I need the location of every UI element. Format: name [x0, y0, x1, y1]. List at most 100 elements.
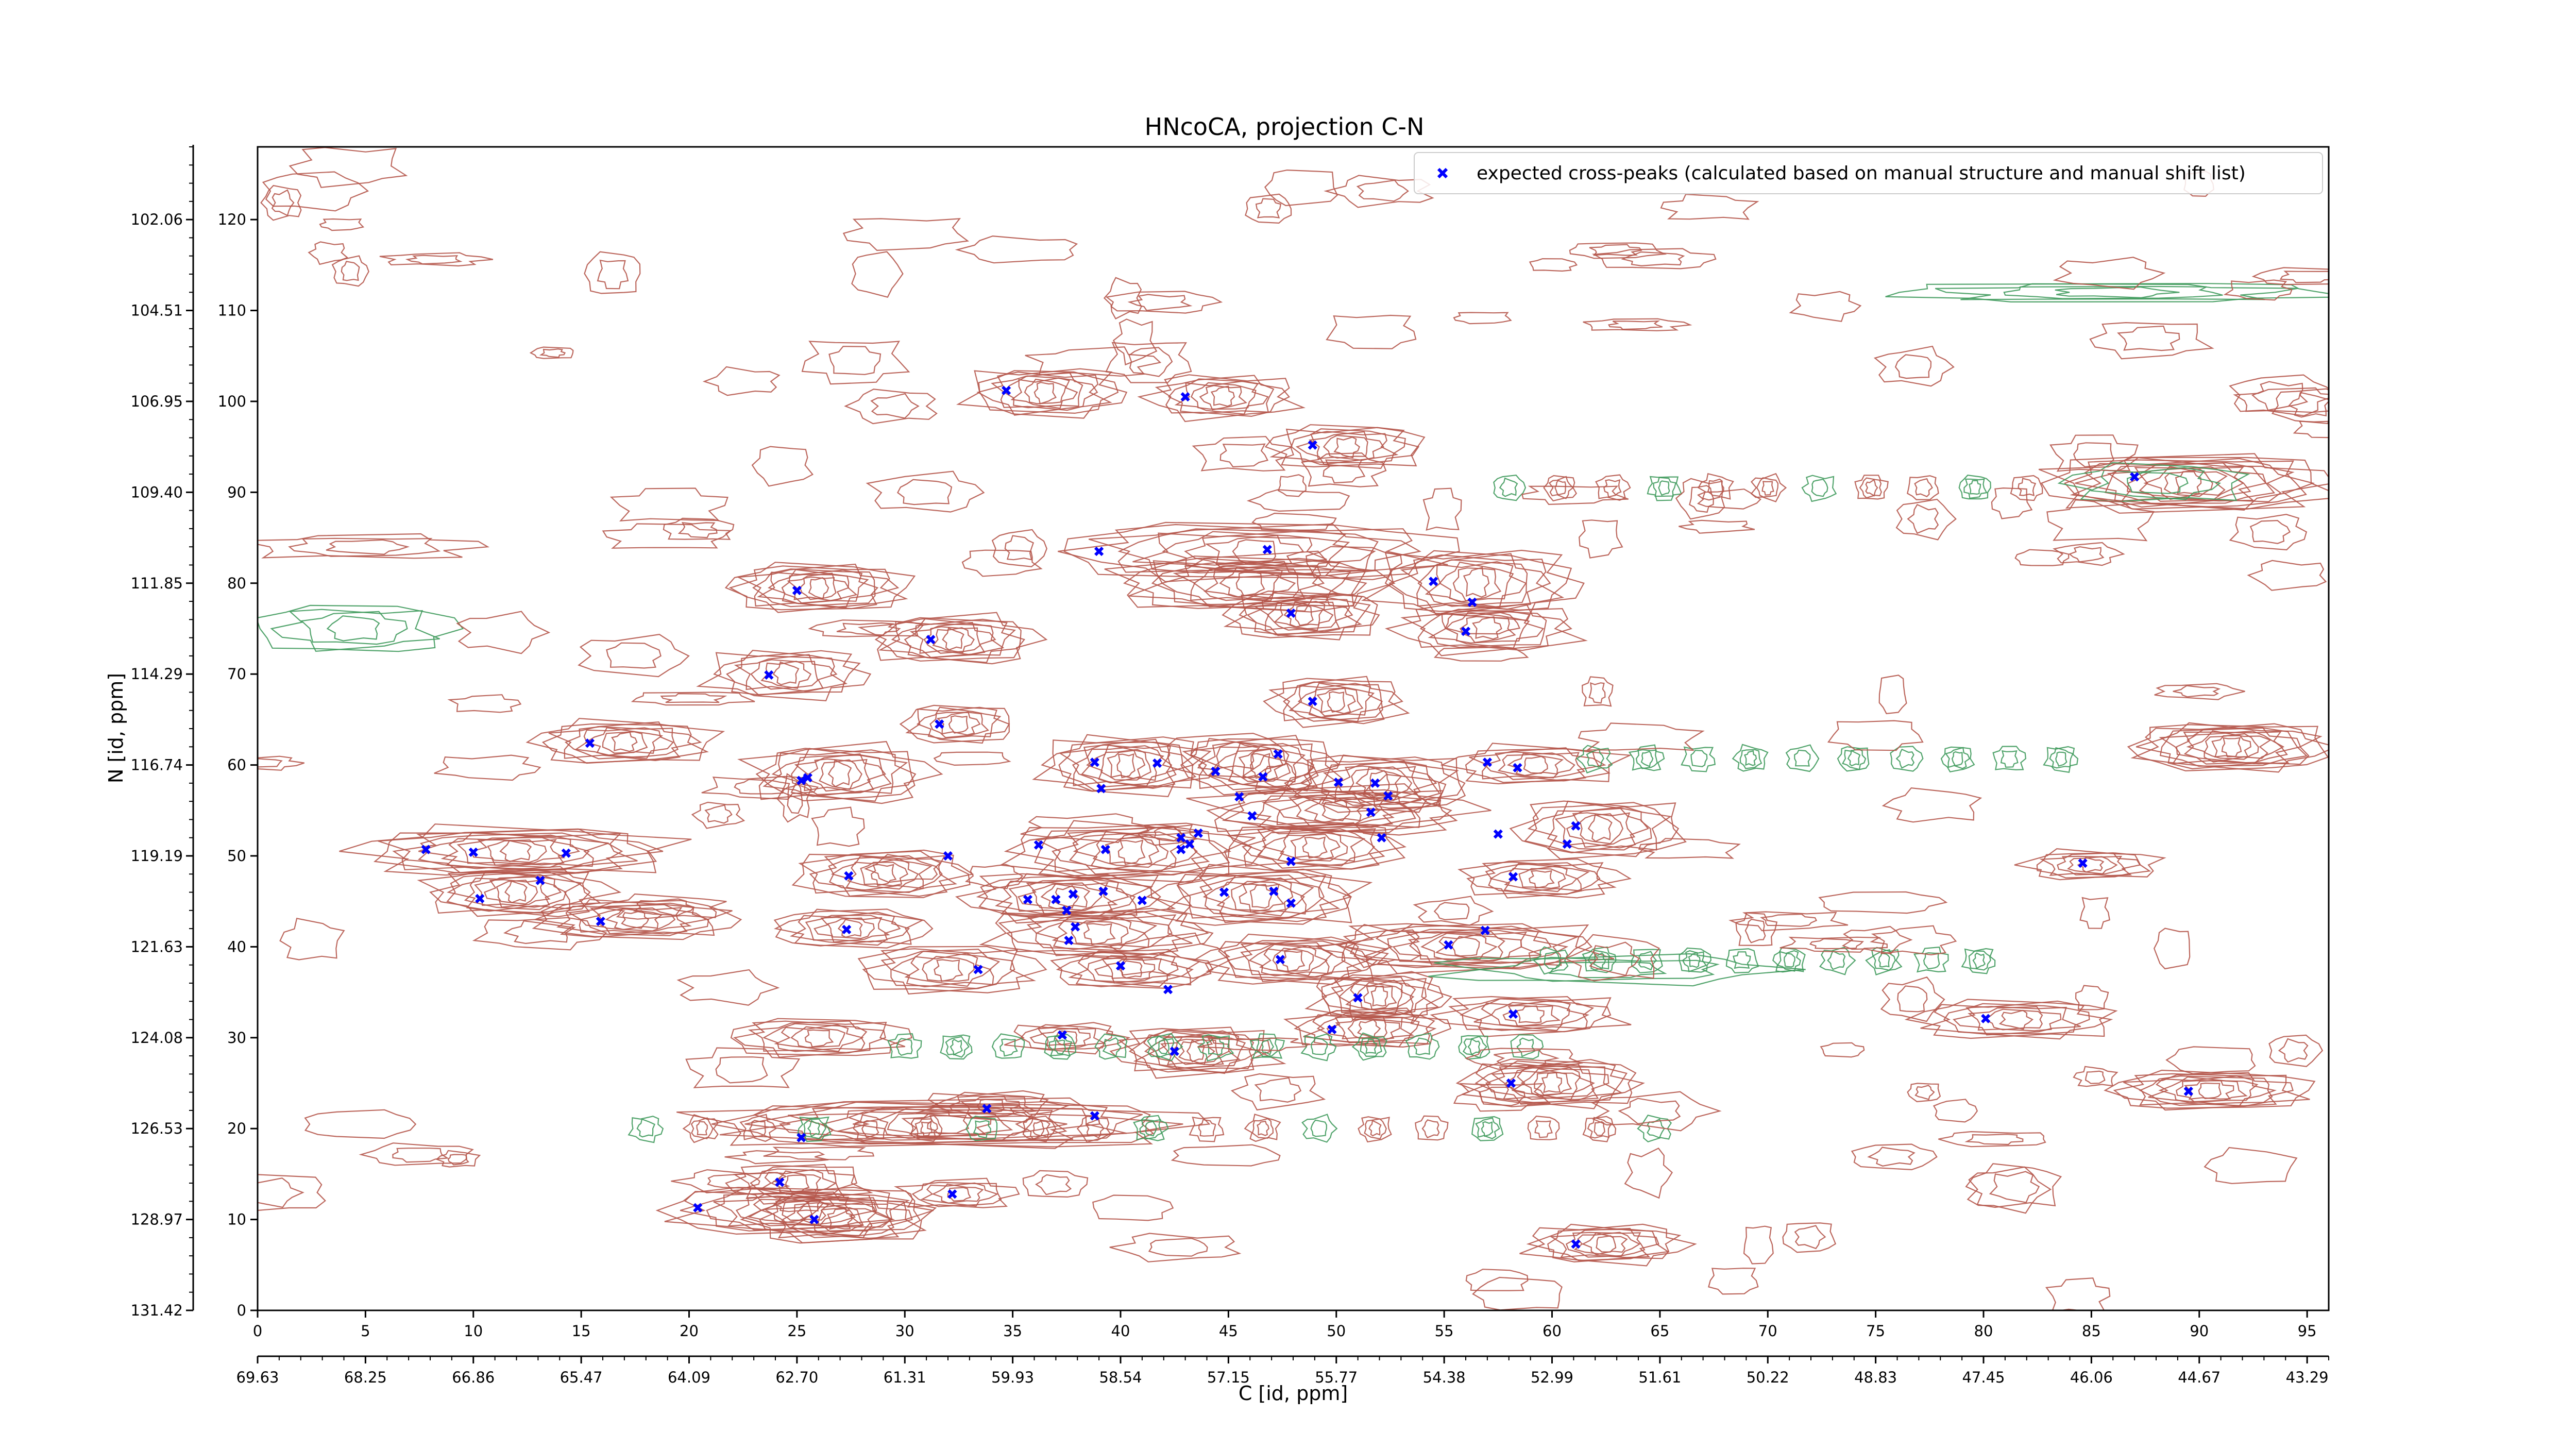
- contour-line: [1024, 378, 1066, 405]
- contour-line: [1017, 882, 1118, 915]
- contour-line: [1278, 796, 1395, 827]
- contour-line: [539, 348, 566, 358]
- expected-peak-marker: [1286, 856, 1296, 866]
- x-ppm-tick-label: 55.77: [1315, 1369, 1358, 1386]
- contour-line: [1413, 1037, 1431, 1055]
- contour-line: [895, 1038, 913, 1056]
- contour-line: [1145, 1121, 1157, 1137]
- contour-line: [750, 1168, 840, 1199]
- contour-line: [258, 604, 464, 652]
- expected-peak-marker: [1176, 845, 1186, 854]
- y-tick-label: 120: [218, 211, 246, 228]
- x-ppm-tick-label: 68.25: [344, 1369, 387, 1386]
- contour-line: [1772, 947, 1806, 973]
- contour-line: [1618, 1098, 1681, 1124]
- contour-line: [1914, 1085, 1935, 1100]
- contour-line: [739, 1114, 777, 1142]
- contour-line: [1148, 1238, 1208, 1257]
- contour-line: [1421, 1119, 1440, 1139]
- contour-line: [405, 255, 463, 265]
- x-ppm-tick-label: 62.70: [775, 1369, 818, 1386]
- contour-line: [1300, 1033, 1337, 1062]
- contour-line: [804, 1029, 834, 1048]
- contour-line: [861, 1120, 879, 1138]
- contour-line: [1967, 1166, 2052, 1214]
- contour-line: [1565, 1232, 1646, 1258]
- contour-line: [874, 617, 1022, 662]
- contour-line: [1294, 605, 1314, 626]
- contour-line: [2127, 724, 2329, 772]
- contour-line: [1873, 345, 1955, 387]
- expected-peak-marker: [1115, 961, 1126, 971]
- contour-line: [1756, 477, 1779, 498]
- contour-line: [655, 1187, 921, 1235]
- contour-line: [1004, 535, 1035, 561]
- contour-line: [1547, 1228, 1670, 1261]
- contour-line: [2268, 1034, 2324, 1067]
- contour-line: [808, 577, 829, 600]
- contour-line: [602, 523, 732, 549]
- contour-line: [1818, 891, 1948, 914]
- contour-line: [1290, 833, 1341, 860]
- contour-line: [2143, 466, 2228, 500]
- contour-line: [1040, 883, 1091, 909]
- contour-line: [1637, 1115, 1672, 1143]
- contour-line: [1589, 941, 1640, 976]
- contour-line: [1489, 863, 1590, 894]
- contour-line: [2158, 1076, 2259, 1104]
- contour-line: [2204, 1147, 2298, 1184]
- y-ppm-tick-label: 131.42: [131, 1302, 183, 1319]
- contour-line: [1509, 800, 1687, 860]
- contour-line: [1199, 874, 1325, 919]
- contour-line: [2045, 1277, 2111, 1310]
- contour-line: [636, 1118, 656, 1138]
- contour-line: [1071, 920, 1129, 945]
- x-tick-label: 35: [1003, 1322, 1022, 1340]
- contour-line: [1516, 1037, 1536, 1057]
- expected-peak-marker: [1057, 1030, 1067, 1040]
- contour-line: [1246, 489, 1350, 512]
- y-tick-label: 60: [227, 756, 246, 774]
- contour-line: [1963, 478, 1988, 499]
- contour-line: [1118, 960, 1143, 979]
- x-ppm-tick-label: 46.06: [2070, 1369, 2113, 1386]
- contour-line: [1433, 902, 1470, 921]
- contour-line: [258, 755, 305, 771]
- contour-line: [1519, 1223, 1697, 1267]
- contour-line: [660, 693, 727, 703]
- expected-peak-marker: [561, 848, 571, 858]
- contour-line: [2247, 560, 2327, 591]
- contour-line: [828, 346, 882, 375]
- y-tick-label: 70: [227, 665, 246, 683]
- contour-line: [1206, 788, 1458, 835]
- contour-line: [890, 950, 1001, 988]
- contour-line: [711, 1101, 1155, 1147]
- contour-line: [1591, 248, 1717, 269]
- contour-line: [1541, 1072, 1562, 1093]
- contour-line: [1471, 616, 1502, 640]
- expected-peak-marker: [1163, 985, 1173, 995]
- contour-line: [1453, 312, 1512, 325]
- contour-line: [920, 1121, 933, 1137]
- contour-line: [929, 712, 989, 738]
- contour-line: [2279, 271, 2329, 283]
- contour-line: [578, 634, 690, 678]
- y-ppm-tick-label: 128.97: [131, 1211, 183, 1228]
- contour-line: [1697, 488, 1761, 510]
- expected-peak-marker: [1366, 807, 1376, 817]
- contour-line: [1242, 827, 1385, 869]
- y-ppm-tick-label: 126.53: [131, 1120, 183, 1137]
- contour-line: [789, 912, 910, 946]
- expected-peak-marker: [796, 776, 806, 785]
- expected-peak-marker: [1370, 778, 1380, 788]
- contour-line: [2049, 747, 2074, 769]
- contour-line: [1158, 1039, 1170, 1055]
- contour-line: [715, 1056, 768, 1084]
- contour-line: [1072, 744, 1177, 788]
- contour-line: [1283, 601, 1324, 628]
- x-ppm-tick-label: 66.86: [452, 1369, 495, 1386]
- contour-line: [529, 346, 574, 359]
- contour-line: [827, 917, 875, 939]
- contour-line: [1972, 952, 1986, 970]
- contour-line: [1969, 480, 1981, 495]
